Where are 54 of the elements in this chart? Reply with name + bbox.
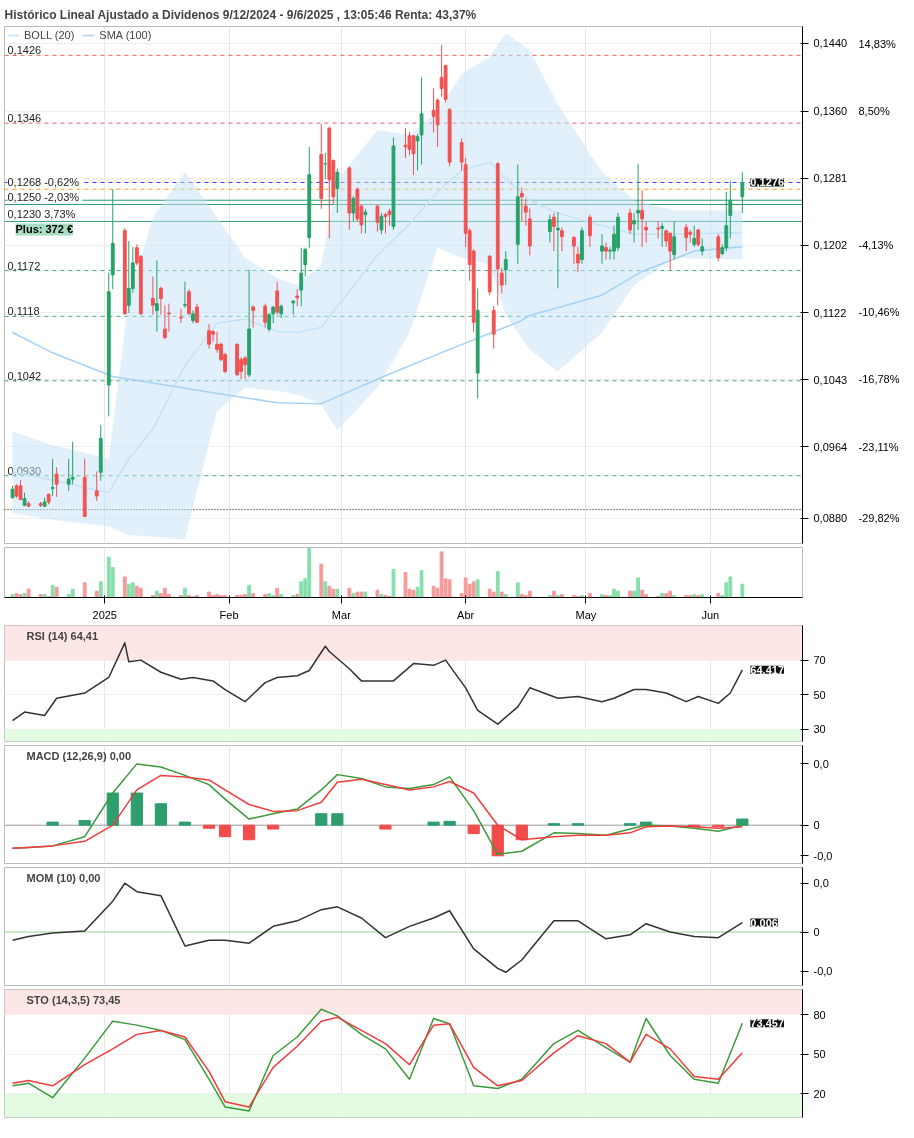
y2-tick-label: -23,11% [858,440,899,453]
ref-line-label: 0,1250 -2,03% [7,191,80,204]
y-tick-label: 0,1281 [813,172,848,185]
y2-tick-label: 8,50% [858,104,890,117]
ref-line-label: 0,0930 [7,464,42,477]
y-tick-label: 0 [813,819,820,832]
y-tick-label: 0,1202 [813,239,848,252]
y-tick-label: 50 [813,688,826,701]
y2-tick-label: -10,46% [858,306,900,319]
x-tick-label: Jun [701,608,720,621]
ref-line-label: 0,1426 [7,44,42,57]
annotation: 0,006 [750,916,778,929]
chart-title: MACD (12,26,9) 0,00 [26,749,132,762]
annotation: 0,1276 [750,176,785,189]
y-tick-label: 0,1440 [813,37,848,50]
x-tick-label: Abr [457,608,475,621]
chart-title: RSI (14) 64,41 [26,629,99,642]
ref-line-label: 0,1230 3,73% [7,208,76,221]
y-tick-label: 80 [813,1008,826,1021]
y-tick-label: 0,0880 [813,512,848,525]
x-tick-label: Mar [331,608,352,621]
y2-tick-label: -4,13% [858,238,894,251]
y-tick-label: 0,0 [813,877,829,890]
y-tick-label: 0 [813,926,820,939]
y-tick-label: 0,1360 [813,105,848,118]
ref-line-label: 0,1172 [7,259,41,272]
x-tick-label: 2025 [92,608,117,621]
ref-line-label: 0,1118 [7,305,40,318]
y-tick-label: 20 [813,1087,826,1100]
legend-label: SMA (100) [99,29,152,41]
ref-line-label: 0,1268 -0,62% [7,176,80,189]
y2-tick-label: -29,82% [858,512,900,524]
x-tick-label: May [575,608,597,621]
y-tick-label: 70 [813,654,826,667]
ref-line-label: 0,1042 [7,369,42,382]
annotation: Plus: 372 € [15,223,73,236]
y-tick-label: 30 [813,723,826,736]
chart-title: MOM (10) 0,00 [26,871,101,884]
chart-title: STO (14,3,5) 73,45 [26,993,121,1006]
x-tick-label: Feb [219,608,239,621]
annotation: 64,417 [750,663,785,676]
y-tick-label: 0,0 [813,757,829,770]
y-tick-label: 0,0964 [813,440,848,453]
y-tick-label: 0,1043 [813,373,848,386]
legend-label: BOLL (20) [24,29,75,41]
y2-tick-label: 14,83% [858,37,897,50]
y-tick-label: 0,1122 [813,306,847,319]
y-tick-label: -0,0 [813,965,833,978]
y-tick-label: -0,0 [813,849,833,862]
chart-title: Histórico Lineal Ajustado a Dividenos 9/12/2024 - 9/6/2025 , 13:05:46 Renta: 43,37% [4,7,477,22]
y-tick-label: 50 [813,1048,826,1061]
ref-line-label: 0,1346 [7,112,42,125]
y2-tick-label: -16,78% [858,373,900,386]
annotation: 73,457 [750,1017,785,1030]
